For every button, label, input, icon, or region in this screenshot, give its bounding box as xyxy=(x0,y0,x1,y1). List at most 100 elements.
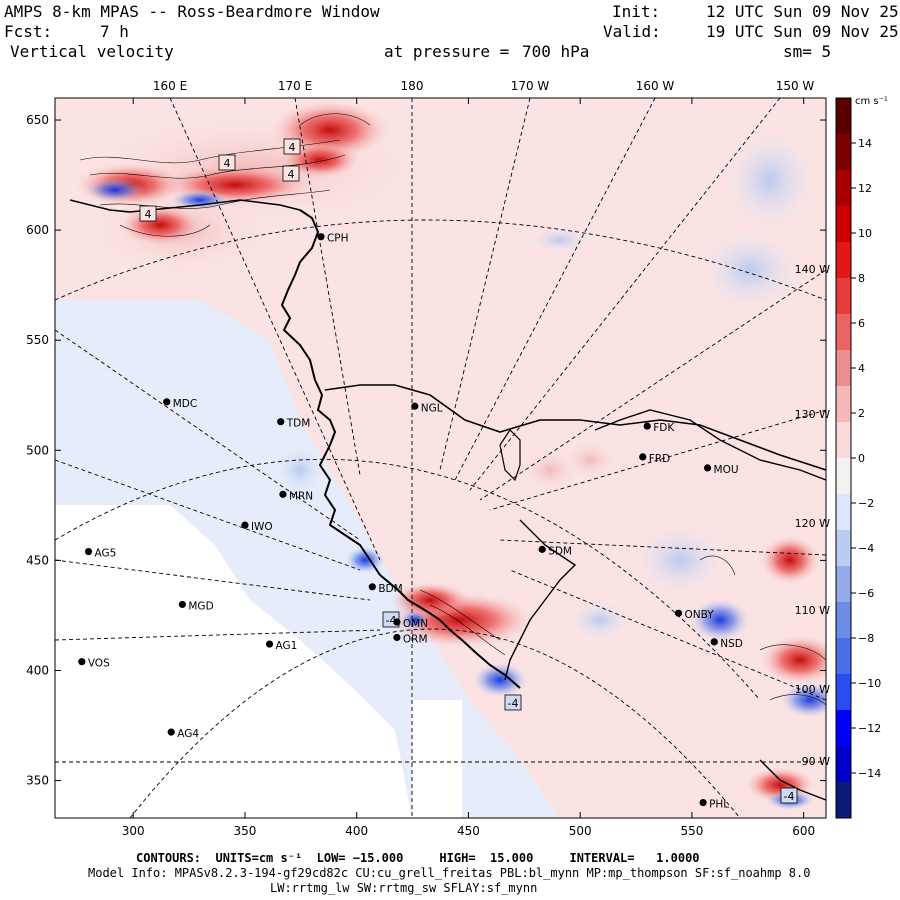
colorbar-tick-label: −10 xyxy=(858,677,881,690)
extremum-box xyxy=(780,787,798,804)
x-tick-label: 450 xyxy=(457,824,480,838)
x-tick-label: 500 xyxy=(569,824,592,838)
longitude-label: 170 E xyxy=(278,79,312,93)
extremum-box xyxy=(504,694,522,711)
plot-frame xyxy=(54,97,827,819)
colorbar-swatch xyxy=(836,710,851,747)
valid-label: Valid: xyxy=(603,22,661,41)
extremum-label: -4 xyxy=(508,697,519,710)
coastline-transantarctic xyxy=(280,209,521,689)
extremum-label: 4 xyxy=(145,208,152,221)
y-axis-ticks: 350 400 450 500 550 600 650 xyxy=(26,113,826,788)
station-dot xyxy=(78,658,86,666)
station-dot xyxy=(178,600,186,609)
x-tick-label: 300 xyxy=(122,824,145,838)
colorbar-tick-label: −6 xyxy=(858,587,874,600)
colorbar-swatch xyxy=(836,170,851,207)
station-label: SDM xyxy=(548,545,572,557)
station-dot xyxy=(368,583,376,591)
extremum-box xyxy=(282,165,300,182)
station-dot xyxy=(643,422,651,430)
station-dot xyxy=(393,633,401,642)
no-data-region xyxy=(55,505,412,818)
extremum-label: 4 xyxy=(288,168,295,181)
colorbar-tick-label: 8 xyxy=(858,272,865,285)
colorbar-tick-label: −2 xyxy=(858,497,874,510)
colorbar-swatch xyxy=(836,638,851,675)
x-axis-ticks: 300 350 400 450 500 550 600 xyxy=(122,98,815,838)
extremum-label: 4 xyxy=(224,157,231,170)
station-dot xyxy=(710,638,718,646)
extremum-box xyxy=(218,154,236,171)
station-label: ONBY xyxy=(685,609,715,621)
station-dot xyxy=(167,728,175,736)
colorbar-unit: cm s⁻¹ xyxy=(855,96,888,107)
extremum-box xyxy=(283,138,301,155)
colorbar-tick-label: 4 xyxy=(858,362,865,375)
station-label: PHL xyxy=(709,799,729,811)
station-label: CPH xyxy=(327,233,349,245)
pressure-value: 700 hPa xyxy=(522,42,590,61)
extremum-label: 4 xyxy=(289,141,296,154)
station-label: FRD xyxy=(649,453,670,465)
model-info: Model Info: MPASv8.2.3-194-gf29cd82c CU:… xyxy=(88,866,811,880)
station-label: BDM xyxy=(378,583,402,595)
edge-longitude-label: 120 W xyxy=(795,517,830,530)
station-label: MGD xyxy=(188,600,213,612)
page-title: AMPS 8-km MPAS -- Ross-Beardmore Window xyxy=(4,2,380,21)
radiation-info: LW:rrtmg_lw SW:rrtmg_sw SFLAY:sf_mynn xyxy=(270,881,538,895)
station-dot xyxy=(674,609,683,617)
station-dot xyxy=(84,547,93,556)
station-dot xyxy=(317,233,325,241)
smoothing-label: sm= 5 xyxy=(783,42,832,61)
forecast-label: Fcst: xyxy=(4,22,53,41)
colorbar-swatch xyxy=(836,350,851,387)
y-tick-label: 400 xyxy=(26,663,49,677)
station-dot xyxy=(265,640,274,648)
colorbar-tick-label: 6 xyxy=(858,317,865,330)
colorbar-swatch xyxy=(836,458,851,495)
longitude-labels: 160 E 170 E 180 170 W 160 W 150 W xyxy=(153,79,815,93)
station-dot xyxy=(639,453,647,461)
pressure-label: at pressure = xyxy=(384,42,510,61)
extrema-labels: 4 4 4 4 -4 -4 -4 xyxy=(139,138,798,804)
colorbar-swatch xyxy=(836,242,851,279)
coastline-ross-ice-shelf xyxy=(324,384,826,471)
station-label: MOU xyxy=(714,464,739,476)
extremum-label: -4 xyxy=(386,614,397,627)
x-tick-label: 400 xyxy=(345,824,368,838)
longitude-label: 180 xyxy=(401,79,424,93)
colorbar-tick-label: 2 xyxy=(858,407,865,420)
edge-longitude-label: 100 W xyxy=(795,683,830,696)
colorbar-swatch xyxy=(836,746,851,783)
station-label: NSD xyxy=(720,638,743,650)
y-tick-label: 500 xyxy=(26,443,49,457)
edge-longitude-labels: 140 W 130 W 120 W 110 W 100 W 90 W xyxy=(795,263,830,768)
colorbar-swatch xyxy=(836,674,851,711)
contours-info: CONTOURS: UNITS=cm s⁻¹ LOW= −15.000 HIGH… xyxy=(136,851,700,865)
field-name: Vertical velocity xyxy=(10,42,174,61)
station-dot xyxy=(279,490,287,498)
colorbar-swatch xyxy=(836,566,851,603)
edge-longitude-label: 90 W xyxy=(802,755,830,768)
station-label: MDC xyxy=(173,398,197,410)
colorbar-tick-label: −8 xyxy=(858,632,874,645)
valid-value: 19 UTC Sun 09 Nov 25 xyxy=(706,22,899,41)
station-dot xyxy=(277,418,285,426)
station-dot xyxy=(163,398,171,406)
colorbar-swatch xyxy=(836,98,851,135)
station-label: NGL xyxy=(421,402,443,414)
colorbar-swatch xyxy=(836,314,851,351)
longitude-label: 150 W xyxy=(776,79,815,93)
y-tick-label: 350 xyxy=(26,774,49,788)
station-label: TDM xyxy=(286,418,311,430)
station-label: AG5 xyxy=(95,548,117,560)
extremum-box xyxy=(139,205,157,222)
colorbar-tick-label: 14 xyxy=(858,137,872,150)
edge-longitude-label: 110 W xyxy=(795,604,830,617)
station-markers: CPH NGL MDC TDM FDK FRD MOU MRN IWO AG5 SDM BDM MGD O… xyxy=(78,233,743,811)
station-label: FDK xyxy=(653,422,675,434)
colorbar-swatch xyxy=(836,602,851,639)
colorbar-tick-label: −12 xyxy=(858,722,881,735)
